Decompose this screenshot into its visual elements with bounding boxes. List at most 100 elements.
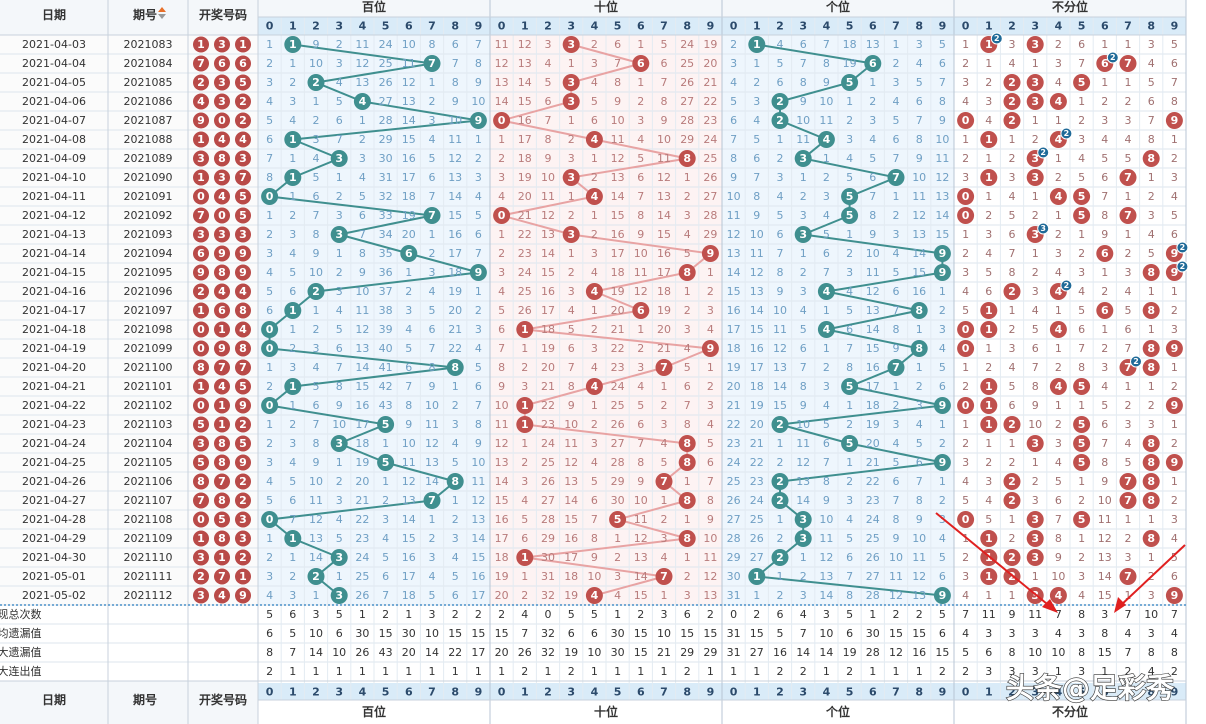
section-title: 百位 [362,0,386,14]
miss-value: 4 [266,589,273,602]
miss-value: 2 [336,38,343,51]
miss-value: 11 [773,323,787,336]
miss-value: 6 [939,570,946,583]
hit-digit: 1 [985,532,993,545]
digit-header: 3 [567,20,575,33]
issue: 2021087 [124,114,173,127]
miss-value: 2 [893,399,900,412]
hit-digit: 9 [707,342,715,355]
miss-value: 6 [359,209,366,222]
hit-digit: 2 [776,494,784,507]
miss-value: 1 [313,95,320,108]
miss-value: 15 [935,228,949,241]
miss-value: 5 [266,494,273,507]
footer-stat: 1 [498,665,505,678]
miss-value: 4 [846,513,853,526]
hit-ball [1165,340,1183,357]
miss-value: 11 [495,38,509,51]
hit-ball [330,435,348,452]
miss-value: 4 [1009,190,1016,203]
hit-digit: 0 [498,209,506,222]
hit-ball [562,93,580,110]
digit-header: 2 [312,686,320,699]
miss-value: 7 [359,228,366,241]
date: 2021-04-25 [22,456,86,469]
miss-value: 5 [429,589,436,602]
miss-value: 14 [1098,570,1112,583]
hit-digit: 4 [1055,190,1063,203]
miss-value: 25 [518,285,532,298]
miss-value: 28 [379,114,393,127]
miss-value: 5 [1032,323,1039,336]
draw-ball [214,435,230,452]
header-date: 日期 [42,7,66,22]
hit-digit: 8 [683,152,691,165]
miss-value: 2 [1148,399,1155,412]
miss-value: 4 [893,95,900,108]
miss-value: 1 [614,532,621,545]
footer-stat: 15 [634,646,648,659]
miss-value: 10 [564,418,578,431]
footer-stat: 30 [866,627,880,640]
miss-value: 3 [382,513,389,526]
digit-header: 3 [799,20,807,33]
hit-digit: 3 [1031,38,1039,51]
hit-ball [1142,150,1160,167]
hit-ball [284,36,302,53]
draw-digit: 2 [239,418,247,431]
miss-value: 4 [1171,532,1178,545]
miss-value: 20 [448,304,462,317]
section-title: 个位 [825,0,850,14]
hit-digit: 9 [1171,589,1179,602]
draw-digit: 3 [218,76,226,89]
miss-value: 27 [727,513,741,526]
hit-ball [957,397,975,414]
digit-header: 6 [869,686,877,699]
date: 2021-05-02 [22,589,86,602]
hit-digit: 8 [1147,266,1155,279]
miss-value: 3 [707,304,714,317]
miss-value: 15 [912,266,926,279]
miss-value: 1 [1148,171,1155,184]
miss-value: 18 [541,323,555,336]
draw-digit: 1 [218,323,226,336]
hit-digit: 5 [846,437,854,450]
miss-value: 5 [266,114,273,127]
draw-ball [214,378,230,395]
miss-value: 7 [1171,76,1178,89]
miss-value: 2 [1101,342,1108,355]
miss-value: 2 [684,190,691,203]
miss-value: 7 [568,361,575,374]
hit-digit: 6 [637,57,645,70]
hit-ball [1003,492,1021,509]
draw-digit: 4 [218,380,226,393]
miss-value: 2 [962,551,969,564]
miss-value: 32 [541,589,555,602]
draw-digit: 1 [218,551,226,564]
hit-ball [1003,416,1021,433]
hit-digit: 7 [1124,361,1132,374]
footer-stat: 2 [475,608,482,621]
miss-value: 7 [777,247,784,260]
hit-digit: 2 [1008,76,1016,89]
miss-value: 3 [684,323,691,336]
miss-value: 9 [359,266,366,279]
miss-value: 1 [846,228,853,241]
miss-value: 25 [727,475,741,488]
miss-value: 2 [753,76,760,89]
miss-value: 27 [611,437,625,450]
footer-stat: 32 [541,646,555,659]
miss-value: 1 [1125,380,1132,393]
hit-ball [493,207,511,224]
miss-value: 18 [866,399,880,412]
miss-value: 4 [962,285,969,298]
miss-value: 15 [634,589,648,602]
hit-digit: 2 [776,114,784,127]
miss-value: 25 [750,513,764,526]
draw-digit: 2 [239,494,247,507]
miss-value: 32 [379,190,393,203]
hit-ball [1142,492,1160,509]
miss-value: 5 [985,513,992,526]
miss-value: 1 [1009,304,1016,317]
miss-value: 3 [521,475,528,488]
